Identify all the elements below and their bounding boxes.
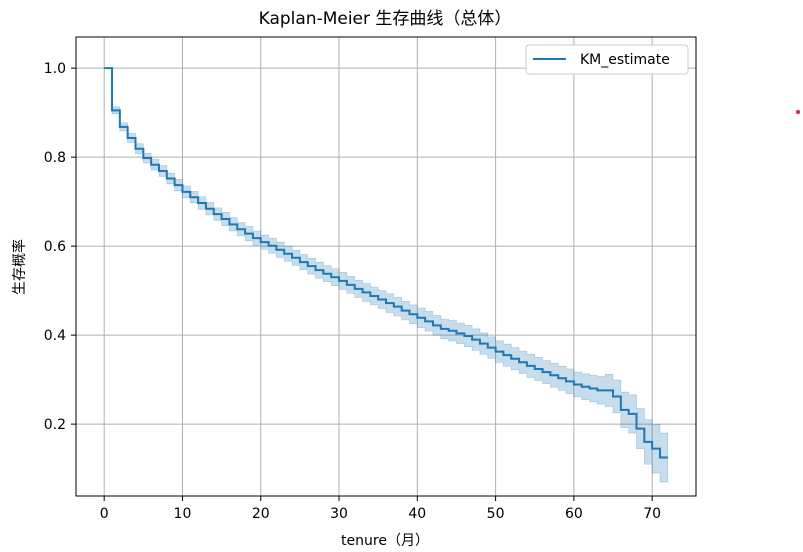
legend-box (525, 44, 689, 75)
x-tick-label: 20 (252, 506, 270, 522)
plot-area-frame (75, 36, 697, 497)
y-tick-label: 0.2 (44, 417, 66, 433)
chart-title: Kaplan-Meier 生存曲线（总体） (259, 9, 512, 29)
x-tick-label: 50 (487, 506, 505, 522)
grid-lines (76, 37, 696, 496)
x-axis-label: tenure（月） (341, 533, 429, 549)
y-tick-label: 0.8 (44, 150, 66, 166)
x-tick-label: 30 (330, 506, 348, 522)
x-tick-label: 40 (408, 506, 426, 522)
x-tick-label: 10 (174, 506, 192, 522)
confidence-band (104, 67, 669, 483)
km-estimate-line (104, 67, 668, 459)
x-tick-label: 60 (565, 506, 583, 522)
km-line-group (104, 67, 668, 459)
legend-label-km-estimate: KM_estimate (580, 52, 670, 68)
y-tick-label: 1.0 (44, 61, 66, 77)
legend: KM_estimate (525, 44, 689, 75)
x-tick-label: 70 (643, 506, 661, 522)
red-dot-marker (796, 110, 800, 114)
ci-band (104, 67, 669, 483)
x-axis-ticks: 0 10 20 30 40 50 60 70 (100, 496, 661, 522)
y-tick-label: 0.6 (44, 239, 66, 255)
y-axis-label: 生存概率 (11, 239, 28, 295)
y-axis-ticks: 0.2 0.4 0.6 0.8 1.0 (44, 61, 76, 433)
y-tick-label: 0.4 (44, 328, 66, 344)
x-tick-label: 0 (100, 506, 109, 522)
